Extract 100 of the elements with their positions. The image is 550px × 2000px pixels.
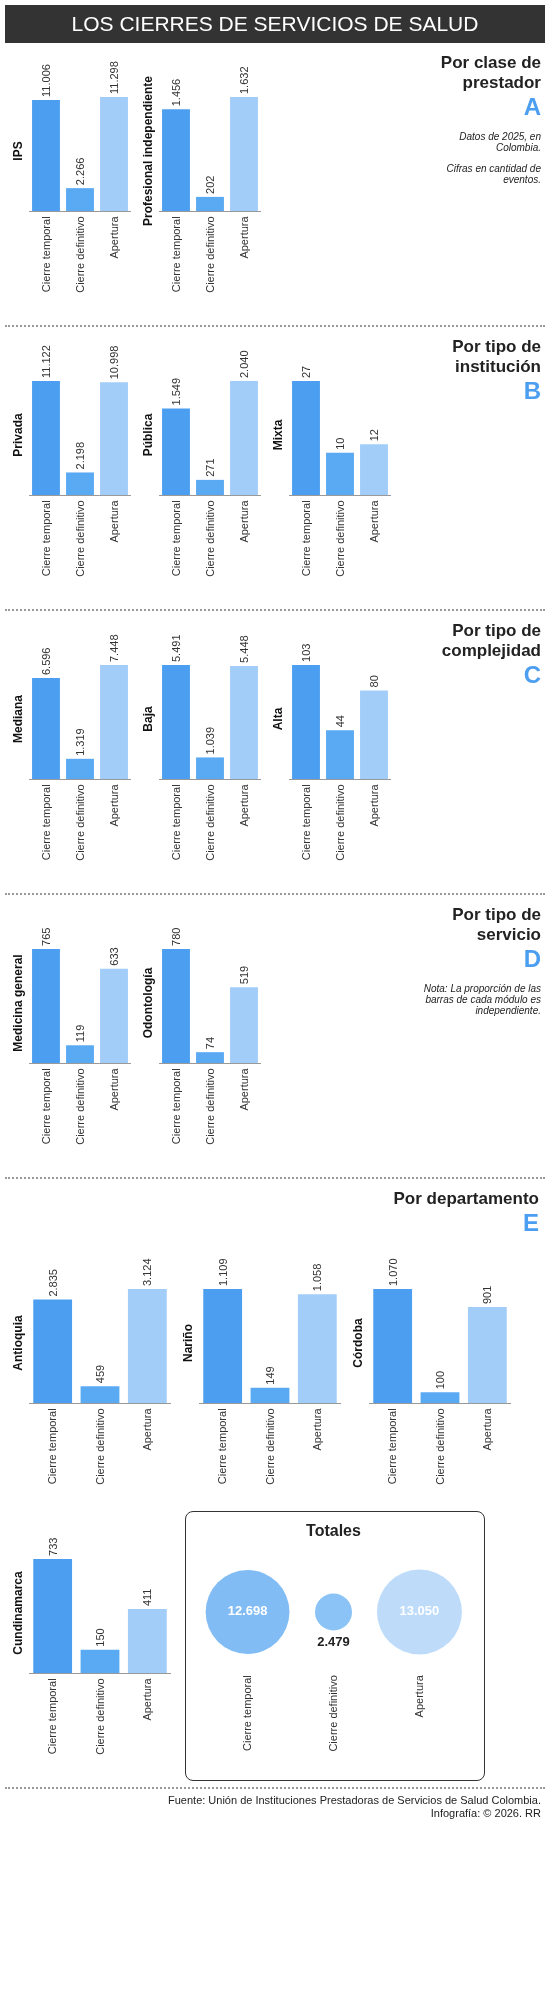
data-label: 1.549 xyxy=(170,377,182,406)
x-tick-label: Cierre temporal xyxy=(169,500,182,577)
x-tick-label: Apertura xyxy=(140,1677,153,1721)
x-tick-label: Cierre temporal xyxy=(39,1068,52,1145)
x-tick-label: Apertura xyxy=(480,1407,493,1451)
data-label: 411 xyxy=(141,1588,154,1607)
x-tick-label: Apertura xyxy=(237,499,250,543)
data-label: 6.596 xyxy=(40,647,52,676)
y-axis-title: Odontología xyxy=(141,967,156,1039)
x-tick-label: Cierre temporal xyxy=(46,1678,59,1755)
x-tick-label: Cierre definitivo xyxy=(203,216,216,293)
data-label: 7.448 xyxy=(108,634,120,662)
y-axis-title: Medicina general xyxy=(11,954,26,1052)
data-label: 2.198 xyxy=(74,441,86,470)
data-label: 2.266 xyxy=(74,157,86,186)
data-label: 1.058 xyxy=(311,1263,324,1292)
text: Nota: La proporción de las barras de cada módulo es independiente. xyxy=(422,983,541,1016)
source-note: Fuente: Unión de Instituciones Prestadoras de Servicios de Salud Colombia. xyxy=(167,1794,541,1806)
text: Por tipo de servicio xyxy=(451,905,541,945)
x-tick-label: Cierre definitivo xyxy=(433,1408,446,1485)
text: Por tipo de institución xyxy=(451,337,541,377)
data-label: 12 xyxy=(368,429,380,442)
data-label: 780 xyxy=(170,927,182,946)
x-tick-label: Cierre temporal xyxy=(386,1408,399,1485)
x-tick-label: Cierre definitivo xyxy=(263,1408,276,1485)
x-tick-label: Cierre temporal xyxy=(46,1408,59,1485)
data-label: 5.448 xyxy=(238,635,250,663)
data-label: 2.479 xyxy=(317,1633,350,1649)
data-label: 27 xyxy=(300,365,312,378)
y-axis-title: Privada xyxy=(11,412,26,457)
y-axis-title: Pública xyxy=(141,413,156,457)
y-axis-title: Antioquia xyxy=(11,1315,26,1371)
data-label: 3.124 xyxy=(141,1258,154,1286)
x-tick-label: Cierre definitivo xyxy=(73,784,86,861)
y-axis-title: Cundinamarca xyxy=(11,1571,26,1655)
data-label: 2.040 xyxy=(238,350,250,378)
x-tick-label: Apertura xyxy=(140,1407,153,1451)
y-axis-title: Profesional independiente xyxy=(141,75,156,227)
data-label: 11.122 xyxy=(40,345,52,378)
x-tick-label: Apertura xyxy=(367,783,380,827)
x-tick-label: Cierre definitivo xyxy=(93,1408,106,1485)
text: Cifras en cantidad de eventos. xyxy=(445,163,541,185)
x-tick-label: Apertura xyxy=(237,1067,250,1111)
x-tick-label: Cierre temporal xyxy=(39,784,52,861)
x-tick-label: Cierre definitivo xyxy=(73,1068,86,1145)
y-axis-title: Mixta xyxy=(271,419,286,451)
y-axis-title: Mediana xyxy=(11,694,26,744)
data-label: 633 xyxy=(108,947,120,966)
x-tick-label: Cierre temporal xyxy=(299,784,312,861)
data-label: 149 xyxy=(264,1366,276,1385)
text: E xyxy=(522,1209,539,1237)
text: A xyxy=(522,93,541,121)
data-label: 150 xyxy=(94,1628,106,1647)
text: Datos de 2025, en Colombia. xyxy=(458,131,541,153)
x-tick-label: Cierre definitivo xyxy=(203,500,216,577)
text: Por clase de prestador xyxy=(439,53,541,93)
x-tick-label: Apertura xyxy=(107,1067,120,1111)
data-label: 1.456 xyxy=(170,78,182,107)
text: Por tipo de complejidad xyxy=(440,621,541,661)
y-axis-title: Córdoba xyxy=(351,1318,366,1368)
data-label: 519 xyxy=(238,965,250,985)
x-tick-label: Cierre definitivo xyxy=(73,500,86,577)
x-tick-label: Apertura xyxy=(107,499,120,543)
x-tick-label: Apertura xyxy=(237,215,250,259)
data-label: 765 xyxy=(40,927,52,946)
data-label: 44 xyxy=(334,715,346,728)
data-label: 103 xyxy=(300,643,312,662)
data-label: 100 xyxy=(434,1370,446,1390)
data-label: 74 xyxy=(204,1036,216,1050)
data-label: 1.070 xyxy=(386,1258,399,1286)
x-tick-label: Apertura xyxy=(107,783,120,827)
x-tick-label: Cierre temporal xyxy=(169,1068,182,1145)
text: Por departamento xyxy=(392,1189,539,1209)
data-label: 12.698 xyxy=(227,1603,268,1619)
data-label: 271 xyxy=(204,458,216,477)
data-label: 10.998 xyxy=(108,345,120,380)
data-label: 459 xyxy=(94,1364,106,1384)
data-label: 13.050 xyxy=(399,1603,440,1619)
x-tick-label: Cierre definitivo xyxy=(203,784,216,861)
data-label: 202 xyxy=(204,175,216,194)
text: LOS CIERRES DE SERVICIOS DE SALUD xyxy=(70,12,480,36)
text: Totales xyxy=(306,1522,362,1540)
data-label: 2.835 xyxy=(46,1269,59,1297)
data-label: 10 xyxy=(334,437,346,450)
data-label: 119 xyxy=(74,1024,86,1043)
y-axis-title: Baja xyxy=(141,706,156,732)
data-label: 11.298 xyxy=(108,61,120,94)
x-tick-label: Apertura xyxy=(310,1407,323,1451)
x-tick-label: Cierre definitivo xyxy=(73,216,86,293)
x-tick-label: Cierre temporal xyxy=(216,1408,229,1485)
data-label: 1.039 xyxy=(204,726,216,755)
text: Infografía: © 2026. RR xyxy=(429,1807,541,1819)
data-label: 80 xyxy=(368,675,380,688)
text: B xyxy=(522,377,541,405)
y-axis-title: Alta xyxy=(271,707,286,731)
y-axis-title: Nariño xyxy=(181,1323,196,1363)
data-label: 1.319 xyxy=(74,728,86,756)
data-label: 11.006 xyxy=(40,64,52,97)
x-tick-label: Apertura xyxy=(367,499,380,543)
x-tick-label: Cierre temporal xyxy=(39,500,52,577)
